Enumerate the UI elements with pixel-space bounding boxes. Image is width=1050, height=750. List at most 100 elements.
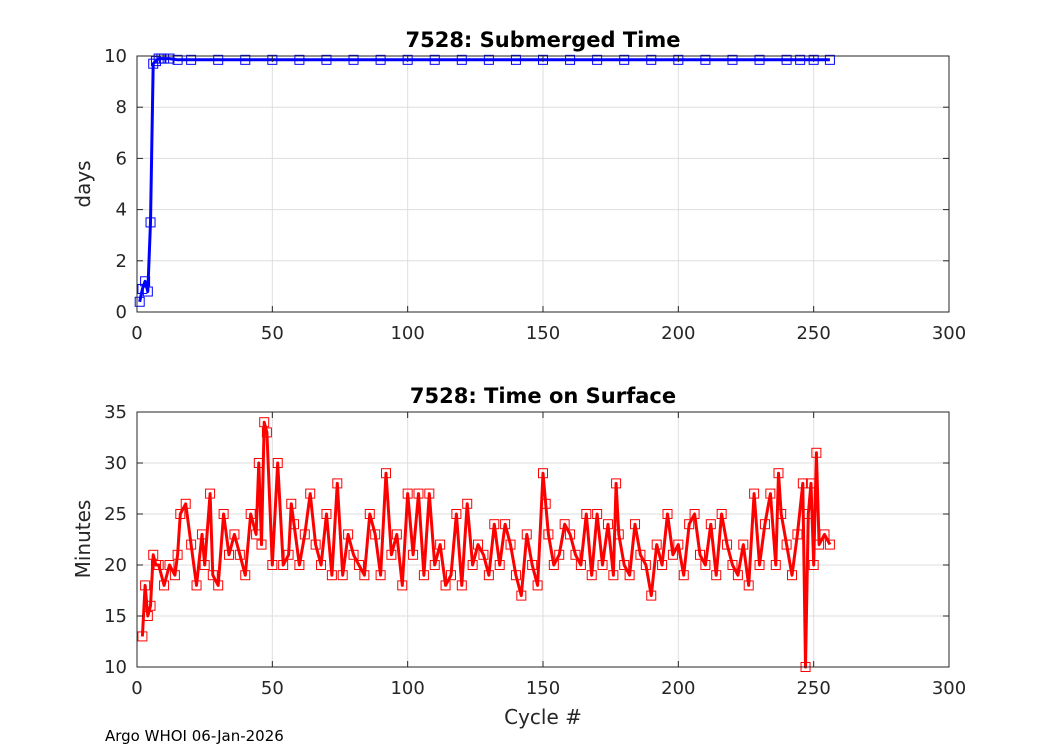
data-point-marker: [814, 539, 825, 550]
data-point-marker: [727, 560, 738, 570]
y-tick-label: 20: [104, 555, 127, 576]
plot-time-on-surface: 0 50 100 150 200 250 300 10 15 20 25 30 35 7528: Tim…: [71, 384, 966, 729]
data-point-marker: [781, 54, 792, 65]
data-point-marker: [538, 54, 548, 65]
x-tick-label: 150: [526, 678, 560, 699]
data-point-marker: [413, 488, 424, 499]
data-point-marker: [169, 570, 180, 581]
data-point-marker: [253, 458, 264, 468]
data-point-marker: [613, 529, 624, 540]
y-tick-label: 6: [116, 148, 127, 169]
data-point-marker: [727, 54, 738, 65]
x-tick-label: 200: [661, 323, 695, 344]
data-point-marker: [191, 580, 202, 591]
data-point-marker: [640, 560, 651, 570]
data-point-marker: [776, 509, 787, 519]
data-point-marker: [678, 570, 689, 581]
data-point-marker: [592, 54, 603, 65]
plot-submerged-time: 0 50 100 150 200 250 300 0 2 4 6 8 10 7528: Submerge…: [71, 28, 966, 344]
data-point-marker: [142, 286, 153, 297]
data-point-marker: [694, 549, 705, 560]
data-point-marker: [148, 58, 159, 69]
x-tick-label: 0: [131, 323, 142, 344]
y-tick-label: 0: [116, 302, 127, 323]
data-point-marker: [299, 529, 310, 540]
data-point-marker: [548, 560, 559, 570]
data-point-marker: [824, 539, 835, 550]
data-point-marker: [646, 54, 657, 65]
ticks-top: 0 50 100 150 200 250 300 0 2 4 6 8 10: [104, 46, 966, 344]
y-tick-label: 10: [104, 46, 127, 67]
data-point-marker: [272, 458, 283, 468]
data-point-marker: [684, 519, 695, 530]
data-point-marker: [494, 560, 505, 570]
data-point-marker: [673, 539, 684, 550]
data-point-marker: [440, 580, 451, 591]
data-point-marker: [667, 549, 678, 560]
data-point-marker: [278, 560, 289, 570]
data-point-marker: [343, 529, 354, 540]
series-submerged-time: [134, 53, 835, 307]
data-point-marker: [429, 54, 440, 65]
data-point-marker: [245, 509, 256, 519]
data-point-marker: [418, 570, 429, 581]
y-axis-label-bottom: Minutes: [71, 500, 95, 579]
data-point-marker: [337, 570, 348, 581]
data-point-marker: [375, 54, 386, 65]
x-tick-label: 200: [661, 678, 695, 699]
data-point-marker: [624, 570, 635, 581]
data-point-marker: [359, 570, 370, 581]
data-point-marker: [137, 283, 148, 294]
chart-title-bottom: 7528: Time on Surface: [410, 384, 676, 408]
y-tick-label: 10: [104, 657, 127, 678]
data-point-marker: [164, 53, 175, 64]
data-point-marker: [500, 519, 511, 530]
data-point-marker: [543, 529, 554, 540]
data-point-marker: [150, 56, 161, 67]
data-point-marker: [586, 570, 597, 581]
data-point-marker: [565, 529, 576, 540]
data-point-marker: [205, 488, 216, 499]
data-point-marker: [732, 570, 743, 581]
data-point-marker: [700, 54, 711, 65]
data-point-marker: [527, 560, 538, 570]
data-point-marker: [805, 478, 816, 489]
y-tick-label: 25: [104, 504, 127, 525]
series-time-on-surface: [137, 417, 835, 672]
y-tick-label: 30: [104, 453, 127, 474]
data-point-marker: [689, 509, 700, 519]
data-point-marker: [483, 570, 494, 581]
data-point-marker: [797, 478, 808, 489]
data-point-marker: [429, 560, 440, 570]
x-tick-label: 250: [796, 323, 830, 344]
data-point-marker: [207, 570, 218, 581]
data-point-marker: [435, 539, 446, 550]
data-point-marker: [662, 509, 673, 519]
data-point-marker: [505, 539, 516, 550]
y-tick-label: 2: [116, 251, 127, 272]
data-point-marker: [538, 468, 548, 479]
data-point-marker: [565, 54, 576, 65]
data-point-marker: [286, 498, 297, 509]
data-point-marker: [456, 580, 467, 591]
data-point-marker: [619, 560, 630, 570]
y-axis-label-top: days: [71, 160, 95, 207]
data-point-marker: [159, 580, 170, 591]
data-point-marker: [180, 498, 191, 509]
data-point-marker: [540, 498, 551, 509]
data-point-marker: [646, 590, 657, 601]
data-point-marker: [142, 611, 153, 621]
data-point-marker: [705, 519, 716, 530]
data-point-marker: [353, 560, 364, 570]
data-point-marker: [391, 529, 402, 540]
x-axis-label-bottom: Cycle #: [504, 705, 582, 729]
data-point-marker: [819, 529, 830, 540]
data-point-marker: [229, 529, 240, 540]
data-point-marker: [259, 417, 270, 428]
data-point-marker: [811, 447, 822, 458]
data-point-marker: [134, 296, 145, 307]
data-point-marker: [402, 488, 413, 499]
data-point-marker: [321, 509, 332, 519]
data-point-marker: [635, 549, 646, 560]
data-point-marker: [711, 570, 722, 581]
